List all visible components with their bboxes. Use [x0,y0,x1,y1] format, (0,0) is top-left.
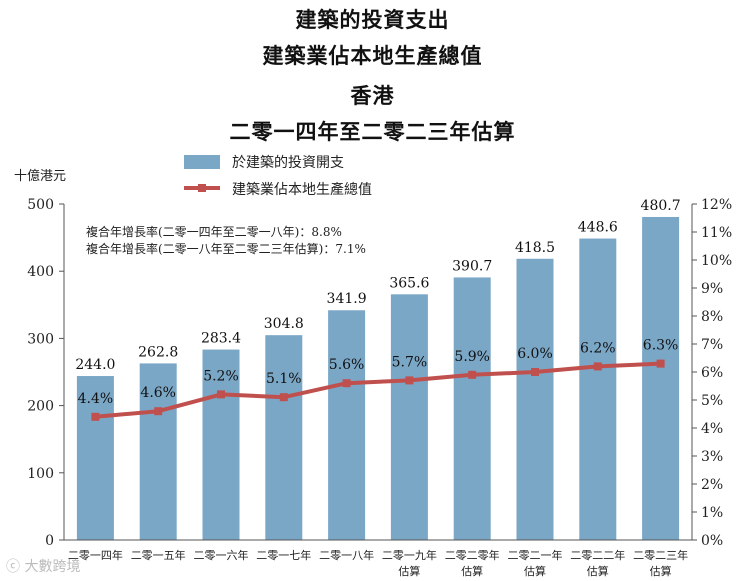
bar-value-label-0: 244.0 [75,357,115,373]
x-tick-label-8-0: 二零二二年 [570,548,625,562]
y-right-tick-label-6: 6% [701,365,723,381]
bar-value-label-3: 304.8 [264,316,304,332]
line-point-1 [154,407,163,416]
x-tick-label-4-0: 二零一八年 [319,548,374,562]
line-value-label-9: 6.3% [643,338,679,354]
y-left-tick-label-4: 400 [27,264,54,280]
y-right-tick-label-0: 0% [701,533,723,549]
y-right-tick-label-3: 3% [701,449,723,465]
bar-value-label-4: 341.9 [327,291,367,307]
line-series [95,361,661,419]
cagr-annotation-1: 複合年增長率(二零一八年至二零二三年估算)：7.1% [86,241,366,256]
y-right-tick-label-5: 5% [701,393,723,409]
bar-value-label-8: 448.6 [578,220,618,236]
cagr-annotation-0: 複合年增長率(二零一四年至二零一八年)：8.8% [86,224,342,239]
line-value-label-3: 5.1% [266,371,302,387]
bar-value-label-5: 365.6 [389,275,429,291]
x-tick-label-0-0: 二零一四年 [68,548,123,562]
line-point-0 [91,412,100,421]
watermark: ⓒ 大數跨境 [6,559,81,575]
chart-subtitle: 建築業佔本地生產總值 [262,44,483,68]
y-left-tick-label-3: 300 [27,331,54,347]
bar-value-label-2: 283.4 [201,331,241,347]
chart-period: 二零一四年至二零二三年估算 [229,120,516,144]
x-tick-label-9-1: 估算 [650,564,672,578]
y-left-tick-label-0: 0 [45,533,54,549]
x-tick-label-7-1: 估算 [524,564,546,578]
bar-9 [642,216,680,540]
chart-region: 香港 [350,84,395,108]
y-right-tick-label-10: 10% [701,253,732,269]
line-point-8 [593,362,602,371]
bar-3 [265,335,303,540]
legend-bar-label: 於建築的投資開支 [232,155,344,171]
x-tick-label-9-0: 二零二三年 [633,548,688,562]
line-value-label-7: 6.0% [517,346,553,362]
bar-0 [76,376,114,540]
line-point-2 [217,390,225,399]
y-right-tick-label-4: 4% [701,421,723,437]
line-value-label-6: 5.9% [454,349,490,365]
bar-4 [328,310,366,540]
chart-title: 建築的投資支出 [295,8,450,32]
y-right-tick-label-1: 1% [701,505,723,521]
bar-6 [453,277,491,540]
line-point-3 [279,393,288,402]
line-point-9 [656,359,665,368]
legend-bar-swatch [184,155,220,169]
line-value-label-8: 6.2% [580,340,616,356]
bar-7 [516,258,554,540]
line-value-label-1: 4.6% [140,385,176,401]
x-tick-label-6-1: 估算 [461,564,483,578]
line-value-label-5: 5.7% [392,354,428,370]
line-point-4 [342,379,351,388]
line-value-label-4: 5.6% [329,357,365,373]
bar-2 [202,349,240,540]
y-right-tick-label-2: 2% [701,477,723,493]
bar-value-label-9: 480.7 [641,198,681,214]
bar-5 [390,294,428,540]
bar-1 [139,363,177,540]
bar-8 [579,238,617,540]
bar-value-label-1: 262.8 [138,344,178,360]
x-tick-label-2-0: 二零一六年 [194,548,249,562]
x-tick-label-6-0: 二零二零年 [445,548,500,562]
legend-line-marker [198,184,206,192]
line-point-7 [531,368,539,376]
legend-line-label: 建築業佔本地生產總值 [232,181,372,198]
x-tick-label-1-0: 二零一五年 [131,548,186,562]
line-point-5 [405,376,414,385]
x-tick-label-7-0: 二零二一年 [508,548,563,562]
x-tick-label-5-1: 估算 [398,564,420,578]
line-value-label-2: 5.2% [203,368,239,384]
y-left-tick-label-2: 200 [27,399,54,415]
y-right-tick-label-12: 12% [701,197,732,213]
x-tick-label-8-1: 估算 [587,564,609,578]
x-tick-label-5-0: 二零一九年 [382,548,437,562]
y-axis-unit-label: 十億港元 [14,168,66,184]
line-point-6 [468,370,477,379]
y-right-tick-label-7: 7% [701,337,723,353]
y-right-tick-label-9: 9% [701,281,723,297]
y-right-tick-label-11: 11% [701,225,732,241]
line-value-label-0: 4.4% [78,391,114,407]
bar-value-label-6: 390.7 [452,258,492,274]
x-tick-label-3-0: 二零一七年 [256,548,311,562]
y-left-tick-label-5: 500 [27,197,54,213]
y-right-tick-label-8: 8% [701,309,723,325]
bar-value-label-7: 418.5 [515,240,555,256]
y-left-tick-label-1: 100 [27,466,54,482]
